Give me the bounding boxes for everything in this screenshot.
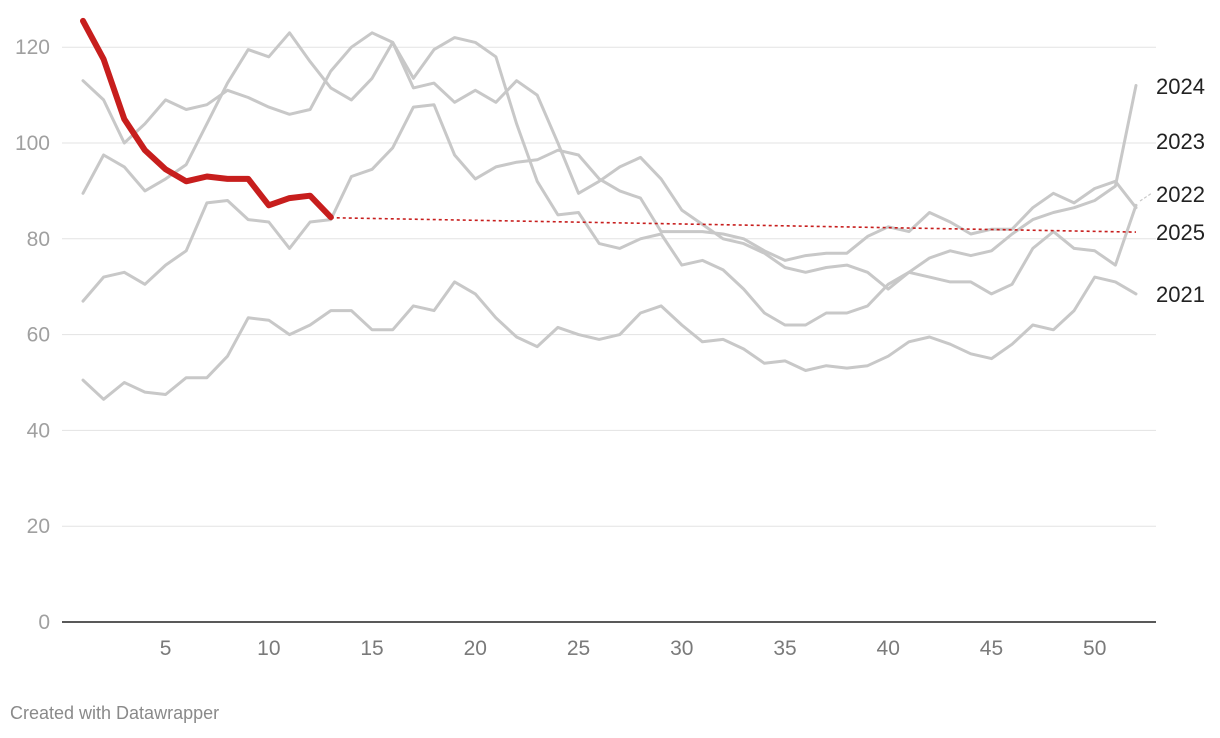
y-tick-label-80: 80 <box>27 228 50 251</box>
x-tick-label-45: 45 <box>980 637 1003 660</box>
x-tick-label-50: 50 <box>1083 637 1106 660</box>
x-tick-label-15: 15 <box>360 637 383 660</box>
y-tick-label-100: 100 <box>15 132 50 155</box>
series-lines <box>80 17 1138 401</box>
credit-text: Created with Datawrapper <box>10 703 220 723</box>
series-labels: 2021 2022 2023 2024 2025 <box>1139 74 1205 307</box>
y-tick-label-120: 120 <box>15 36 50 59</box>
series-line-2025 <box>80 17 334 221</box>
x-tick-label-30: 30 <box>670 637 693 660</box>
y-tick-label-0: 0 <box>38 611 50 634</box>
y-axis-ticks: 0 20 40 60 80 100 120 <box>15 36 50 634</box>
series-line-2024 <box>81 31 1138 327</box>
series-label-2023: 2023 <box>1156 129 1205 154</box>
y-tick-label-20: 20 <box>27 515 50 538</box>
x-tick-label-40: 40 <box>877 637 900 660</box>
x-tick-label-10: 10 <box>257 637 280 660</box>
series-label-2021: 2021 <box>1156 282 1205 307</box>
trend-line-2025 <box>330 216 1137 233</box>
series-line-2023 <box>81 31 1138 296</box>
x-tick-label-20: 20 <box>464 637 487 660</box>
series-line-2022 <box>81 103 1138 303</box>
y-tick-label-40: 40 <box>27 419 50 442</box>
series-line-2021 <box>81 275 1138 401</box>
label-connector-2022 <box>1139 192 1153 202</box>
gridlines <box>62 46 1156 623</box>
x-tick-label-5: 5 <box>160 637 172 660</box>
series-label-2024: 2024 <box>1156 74 1205 99</box>
series-label-2022: 2022 <box>1156 182 1205 207</box>
x-axis-ticks: 5 10 15 20 25 30 35 40 45 50 <box>160 637 1107 660</box>
y-tick-label-60: 60 <box>27 324 50 347</box>
x-tick-label-25: 25 <box>567 637 590 660</box>
x-tick-label-35: 35 <box>773 637 796 660</box>
series-label-2025: 2025 <box>1156 220 1205 245</box>
